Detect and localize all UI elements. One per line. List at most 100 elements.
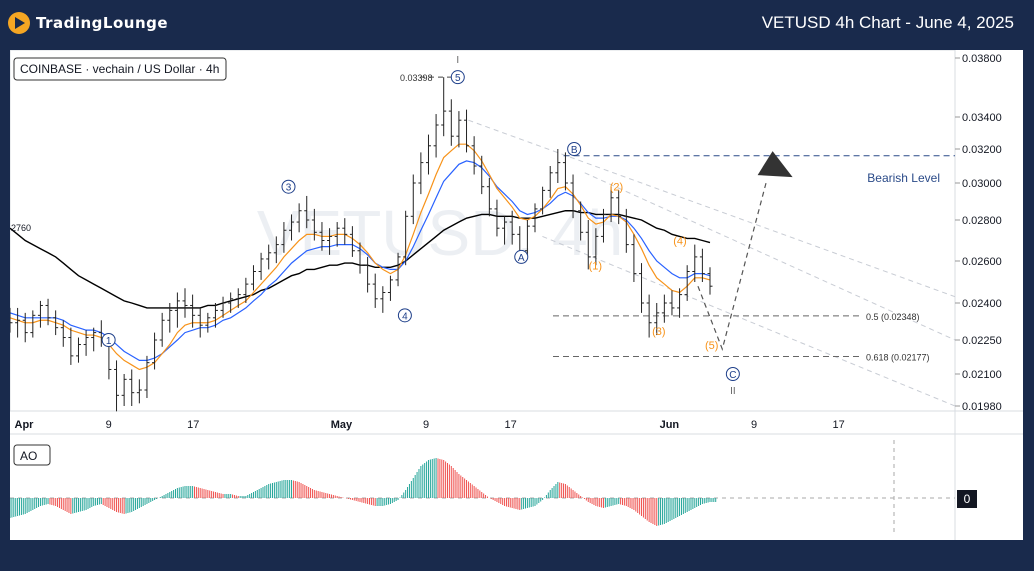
candle: [357, 242, 363, 274]
ao-zero-label: 0: [964, 492, 971, 506]
candle: [228, 292, 234, 313]
legend-symbol: COINBASE · vechain / US Dollar · 4h: [20, 62, 219, 76]
candle: [91, 327, 97, 352]
price-tick-label: 0.01980: [962, 401, 1002, 413]
candle: [555, 149, 561, 183]
time-tick-label: 9: [106, 419, 112, 431]
candle: [387, 275, 393, 301]
candle: [53, 310, 59, 336]
candle: [600, 208, 606, 243]
candle: [372, 273, 378, 308]
candle: [250, 265, 256, 291]
wave-label-b: B: [567, 142, 582, 156]
time-tick-label: May: [331, 419, 353, 431]
candle: [433, 114, 439, 158]
time-axis: Apr 9 17 May 9 17 Jun 9 17: [15, 419, 845, 431]
candle: [311, 208, 317, 241]
candle: [304, 195, 310, 229]
candle: [684, 265, 690, 301]
chart-panel: VETUSD, 4h Bearish Level 0.5 (0.02348) 0.6…: [7, 49, 1023, 540]
candle: [22, 312, 28, 343]
price-tick-label: 0.02250: [962, 335, 1002, 347]
candle: [486, 177, 492, 217]
candle: [205, 312, 211, 333]
candle: [83, 330, 89, 356]
candle: [509, 210, 515, 245]
time-tick-label: 9: [751, 419, 757, 431]
candle: [159, 312, 165, 347]
candle: [616, 190, 622, 225]
wave-circle: [514, 249, 529, 264]
header-bar: TradingLounge VETUSD 4h Chart - June 4, …: [0, 0, 1034, 48]
high-label: 0.03398: [400, 73, 433, 83]
price-tick-label: 0.02800: [962, 215, 1002, 227]
brand-logo[interactable]: TradingLounge: [8, 12, 168, 34]
wave-label-1: 1: [101, 333, 116, 347]
candle: [30, 310, 36, 338]
candle: [448, 99, 454, 146]
candle: [37, 300, 43, 328]
wave-text: A: [518, 253, 525, 264]
candle: [578, 201, 584, 241]
sub-wave-label: (4): [673, 236, 686, 248]
candle: [380, 286, 386, 313]
time-tick-label: Jun: [660, 419, 680, 431]
candle: [608, 186, 614, 223]
sub-wave-label: (5): [705, 340, 718, 352]
candle: [349, 226, 355, 257]
candle: [532, 203, 538, 233]
candle: [45, 298, 51, 326]
candle: [418, 152, 424, 195]
candle: [524, 220, 530, 257]
candle: [334, 222, 340, 247]
price-tick-label: 0.03800: [962, 53, 1002, 65]
wave-label-3: 3: [281, 179, 296, 194]
price-tick-label: 0.02100: [962, 369, 1002, 381]
wave-label-4: 4: [397, 308, 412, 323]
candle: [129, 369, 135, 406]
candle: [365, 256, 371, 293]
candle: [281, 222, 287, 253]
price-tick-label: 0.03200: [962, 144, 1002, 156]
wave-circle: [567, 142, 582, 156]
candle: [319, 222, 325, 251]
wave-label-c: C: [725, 367, 740, 381]
brand-name: TradingLounge: [36, 14, 169, 32]
projection-arrow-icon: [757, 151, 793, 178]
price-tick-label: 0.02400: [962, 298, 1002, 310]
chart-frame: [9, 49, 1023, 540]
candle: [152, 332, 158, 370]
wave-text: 4: [402, 311, 408, 322]
time-tick-label: 17: [505, 419, 517, 431]
candle: [296, 203, 302, 233]
candle: [502, 216, 508, 245]
candle: [471, 136, 477, 175]
time-tick-label: 9: [423, 419, 429, 431]
wave-text: C: [729, 370, 736, 381]
fib-05-label: 0.5 (0.02348): [866, 312, 920, 322]
candle: [479, 155, 485, 195]
ao-pane: [9, 440, 955, 532]
price-tick-label: 0.02600: [962, 256, 1002, 268]
price-tick-label: 0.03400: [962, 112, 1002, 124]
wave-circle: [101, 333, 116, 347]
candle: [273, 236, 279, 264]
candle: [395, 252, 401, 287]
candle: [75, 337, 81, 363]
candle: [547, 166, 553, 198]
candle: [60, 320, 66, 347]
ao-legend-label: AO: [20, 449, 37, 463]
candle: [167, 303, 173, 333]
candle: [403, 210, 409, 266]
candle: [425, 134, 431, 175]
candle: [456, 111, 462, 148]
wave-roman-bottom: II: [730, 386, 736, 397]
candle: [243, 277, 249, 303]
sub-wave-label: (2): [610, 181, 623, 193]
sub-wave-label: (1): [589, 260, 602, 272]
candle: [707, 267, 713, 295]
wave-circle: [450, 70, 465, 85]
candle: [289, 214, 295, 241]
